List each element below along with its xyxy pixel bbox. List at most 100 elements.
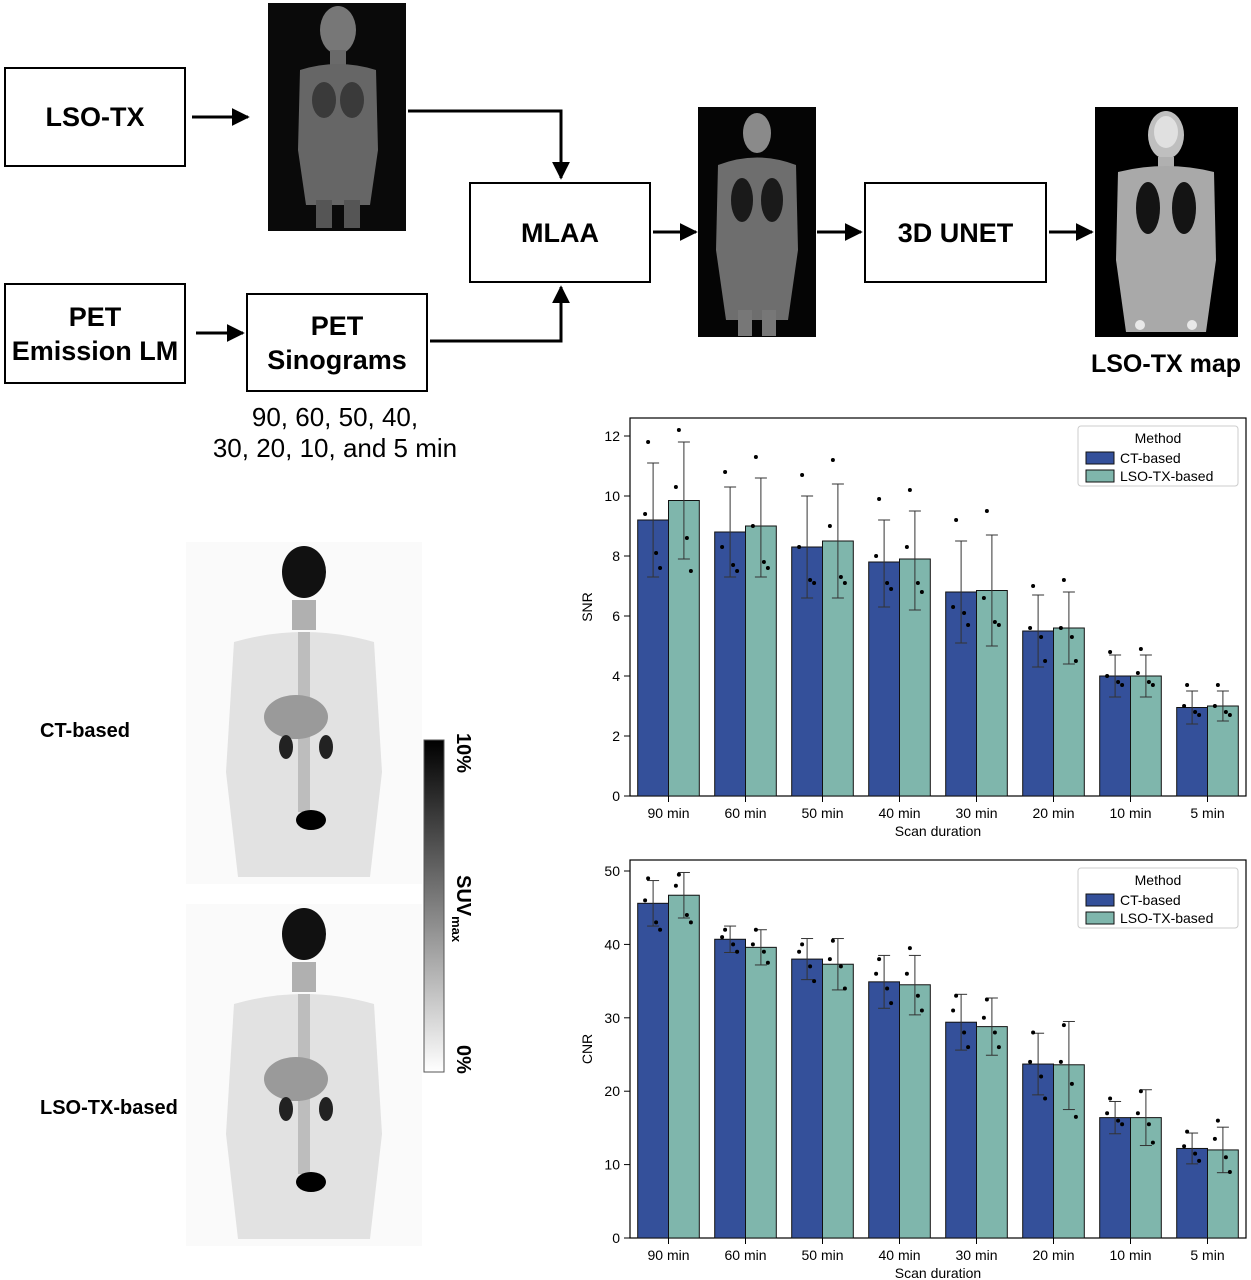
- snr-data-point: [904, 545, 909, 549]
- colorbar-title-sub: max: [449, 916, 464, 943]
- snr-bar-ct: [1022, 630, 1055, 797]
- cnr-data-point: [1185, 1129, 1190, 1134]
- snr-ytick-label: 6: [612, 608, 620, 624]
- snr-ytick-label: 0: [612, 788, 620, 804]
- cnr-data-point: [1105, 1111, 1110, 1116]
- snr-data-point: [996, 623, 1001, 627]
- snr-ytick-label: 8: [612, 548, 620, 564]
- snr-data-point: [954, 518, 959, 522]
- snr-ytick-label: 2: [612, 728, 620, 744]
- snr-data-point: [1212, 704, 1217, 708]
- snr-ytick-label: 4: [612, 668, 620, 684]
- cnr-data-point: [842, 986, 847, 991]
- cnr-data-point: [1182, 1144, 1187, 1149]
- snr-data-point: [877, 497, 882, 501]
- snr-data-point: [1185, 683, 1190, 687]
- arrow-sinograms-to-mlaa: [430, 285, 570, 343]
- cnr-bar-lso: [822, 963, 854, 1239]
- snr-data-point: [673, 485, 678, 489]
- snr-data-point: [907, 488, 912, 492]
- mlaa-label: MLAA: [521, 217, 599, 248]
- snr-data-point: [1043, 659, 1048, 663]
- snr-data-point: [812, 581, 817, 585]
- cnr-data-point: [966, 1045, 971, 1050]
- lso-tx-box: LSO-TX: [4, 67, 186, 167]
- snr-data-point: [981, 596, 986, 600]
- cnr-data-point: [981, 1015, 986, 1020]
- snr-data-point: [1061, 578, 1066, 582]
- cnr-data-point: [1039, 1074, 1044, 1079]
- cnr-data-point: [907, 946, 912, 951]
- cnr-data-point: [1031, 1030, 1036, 1035]
- lso-tx-based-mip-image: [186, 904, 422, 1246]
- cnr-data-point: [1028, 1059, 1033, 1064]
- colorbar-title: SUVmax: [449, 875, 474, 942]
- cnr-xtick-label: 10 min: [1109, 1247, 1151, 1263]
- cnr-ytick-label: 20: [604, 1083, 620, 1099]
- cnr-data-point: [1223, 1155, 1228, 1160]
- pet-sinograms-label-1: PET: [310, 310, 364, 341]
- snr-data-point: [1105, 674, 1110, 678]
- cnr-xlabel: Scan duration: [895, 1265, 981, 1280]
- cnr-bar-ct: [637, 902, 669, 1239]
- unet-box: 3D UNET: [864, 182, 1047, 283]
- snr-data-point: [830, 458, 835, 462]
- snr-bar-chart: 0 2 4 6 8 10 12 90 min 60 min 50 min 40 min 30 min 2…: [579, 417, 1247, 839]
- snr-xtick-label: 5 min: [1190, 805, 1224, 821]
- pet-sinograms-label-2: Sinograms: [267, 344, 407, 375]
- snr-data-point: [1069, 635, 1074, 639]
- snr-data-point: [688, 569, 693, 573]
- lso-tx-based-row-label: LSO-TX-based: [40, 1097, 178, 1119]
- snr-data-point: [951, 605, 956, 609]
- pet-emission-box: PET Emission LM: [4, 283, 186, 384]
- cnr-data-point: [723, 927, 728, 932]
- snr-ytick-label: 10: [604, 488, 620, 504]
- snr-ylabel: SNR: [579, 592, 595, 622]
- snr-data-point: [800, 473, 805, 477]
- snr-data-point: [838, 575, 843, 579]
- cnr-xtick-label: 60 min: [724, 1247, 766, 1263]
- flow-diagram: [192, 3, 1238, 343]
- cnr-ytick-label: 30: [604, 1010, 620, 1026]
- cnr-ytick-label: 0: [612, 1230, 620, 1246]
- snr-ytick-label: 12: [604, 428, 620, 444]
- snr-data-point: [889, 587, 894, 591]
- cnr-data-point: [889, 1001, 894, 1006]
- arrow-image-to-mlaa: [408, 109, 570, 180]
- cnr-bar-lso: [668, 894, 700, 1239]
- pet-emission-label-1: PET: [68, 301, 122, 332]
- cnr-data-point: [1120, 1122, 1125, 1127]
- cnr-data-point: [992, 1030, 997, 1035]
- cnr-data-point: [812, 979, 817, 984]
- mlaa-box: MLAA: [469, 182, 651, 283]
- snr-data-point: [1146, 680, 1151, 684]
- cnr-legend-swatch: [1085, 911, 1115, 925]
- snr-data-point: [1223, 710, 1228, 714]
- cnr-data-point: [684, 913, 689, 918]
- cnr-data-point: [735, 949, 740, 954]
- cnr-data-point: [1146, 1122, 1151, 1127]
- snr-xtick-label: 90 min: [647, 805, 689, 821]
- snr-data-point: [1116, 680, 1121, 684]
- snr-data-point: [827, 524, 832, 528]
- cnr-data-point: [800, 942, 805, 947]
- snr-data-point: [874, 554, 879, 558]
- cnr-data-point: [1150, 1140, 1155, 1145]
- snr-data-point: [1138, 647, 1143, 651]
- snr-data-point: [1135, 671, 1140, 675]
- cnr-data-point: [838, 964, 843, 969]
- cnr-data-point: [962, 1030, 967, 1035]
- cnr-data-point: [1069, 1081, 1074, 1086]
- snr-xlabel: Scan duration: [895, 823, 981, 839]
- cnr-bar-chart: 0 10 20 30 40 50 90 min 60 min 50 min 40 min 30 mi…: [579, 859, 1247, 1280]
- ct-based-mip-image: [186, 542, 422, 884]
- cnr-legend-entry: CT-based: [1120, 892, 1181, 908]
- cnr-data-point: [984, 997, 989, 1002]
- cnr-bar-ct: [868, 981, 901, 1239]
- scan-durations-line-1: 90, 60, 50, 40,: [251, 402, 419, 432]
- cnr-data-point: [1058, 1059, 1063, 1064]
- cnr-data-point: [1108, 1096, 1113, 1101]
- colorbar-bottom-label: 0%: [452, 1045, 474, 1074]
- snr-data-point: [1073, 659, 1078, 663]
- cnr-bar-ct: [714, 938, 746, 1239]
